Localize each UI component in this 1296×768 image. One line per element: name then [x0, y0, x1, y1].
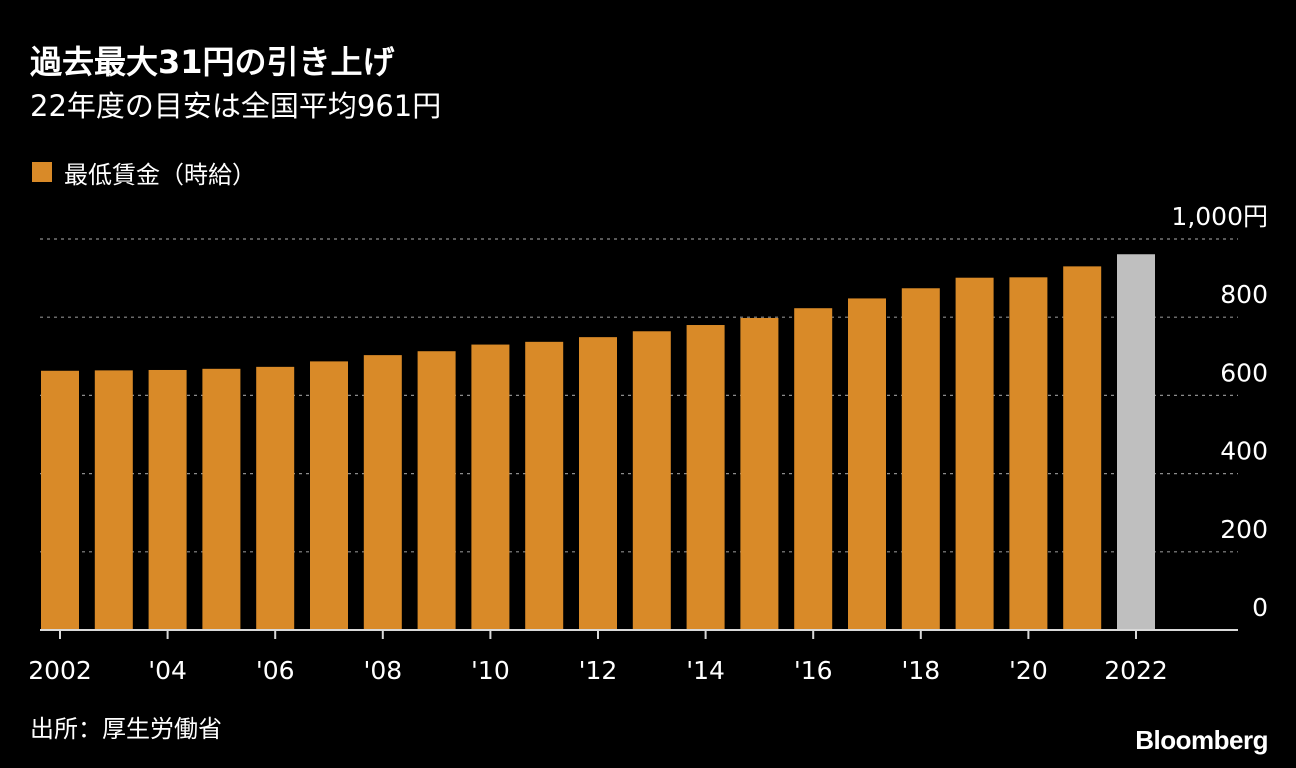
x-axis-labels: 2002 '04 '06 '08 '10 '12 '14 '16 '18 '20 2022: [28, 656, 1168, 685]
bar: [94, 370, 133, 630]
bar: [417, 351, 456, 630]
bar: [310, 361, 348, 630]
bar: [256, 366, 295, 630]
y-tick-label: 200: [1220, 515, 1268, 544]
x-tick-label: '14: [686, 656, 725, 685]
legend-swatch: [32, 162, 52, 182]
chart-title: 過去最大31円の引き上げ: [30, 43, 395, 81]
bar: [632, 331, 671, 630]
x-tick-label: '06: [256, 656, 295, 685]
bar: [740, 317, 779, 630]
bar: [471, 344, 510, 630]
x-axis: [40, 629, 1238, 639]
bar: [41, 370, 79, 630]
bar: [148, 369, 187, 630]
y-axis-labels: 0 200 400 600 800 1,000円: [1171, 202, 1268, 622]
bar: [363, 355, 402, 630]
y-tick-label: 1,000円: [1171, 202, 1268, 231]
y-tick-label: 0: [1252, 593, 1268, 622]
legend-label: 最低賃金（時給）: [64, 160, 256, 189]
bar-highlight: [1117, 254, 1155, 630]
x-tick-label: '04: [148, 656, 187, 685]
bars: [41, 254, 1155, 630]
bar: [686, 325, 725, 630]
legend: 最低賃金（時給）: [32, 155, 256, 189]
x-tick-label: 2002: [28, 656, 92, 685]
x-tick-label: '12: [579, 656, 618, 685]
y-tick-label: 600: [1220, 358, 1268, 387]
chart-subtitle: 22年度の目安は全国平均961円: [30, 89, 442, 123]
y-tick-label: 800: [1220, 280, 1268, 309]
x-tick-label: '10: [471, 656, 510, 685]
bar: [1009, 277, 1048, 630]
bar: [525, 341, 564, 630]
bar: [202, 368, 241, 630]
x-tick-label: '20: [1009, 656, 1048, 685]
bloomberg-logo: Bloomberg: [1135, 725, 1268, 755]
bar: [1063, 266, 1102, 630]
x-tick-label: '16: [794, 656, 833, 685]
bar: [848, 298, 886, 630]
bar: [579, 337, 617, 630]
bar: [794, 308, 833, 630]
y-tick-label: 400: [1220, 437, 1268, 466]
x-tick-label: '08: [363, 656, 402, 685]
bar: [901, 288, 940, 630]
x-tick-label: '18: [901, 656, 940, 685]
source-note: 出所：厚生労働省: [30, 715, 222, 743]
bar: [955, 277, 994, 630]
x-tick-label: 2022: [1104, 656, 1168, 685]
